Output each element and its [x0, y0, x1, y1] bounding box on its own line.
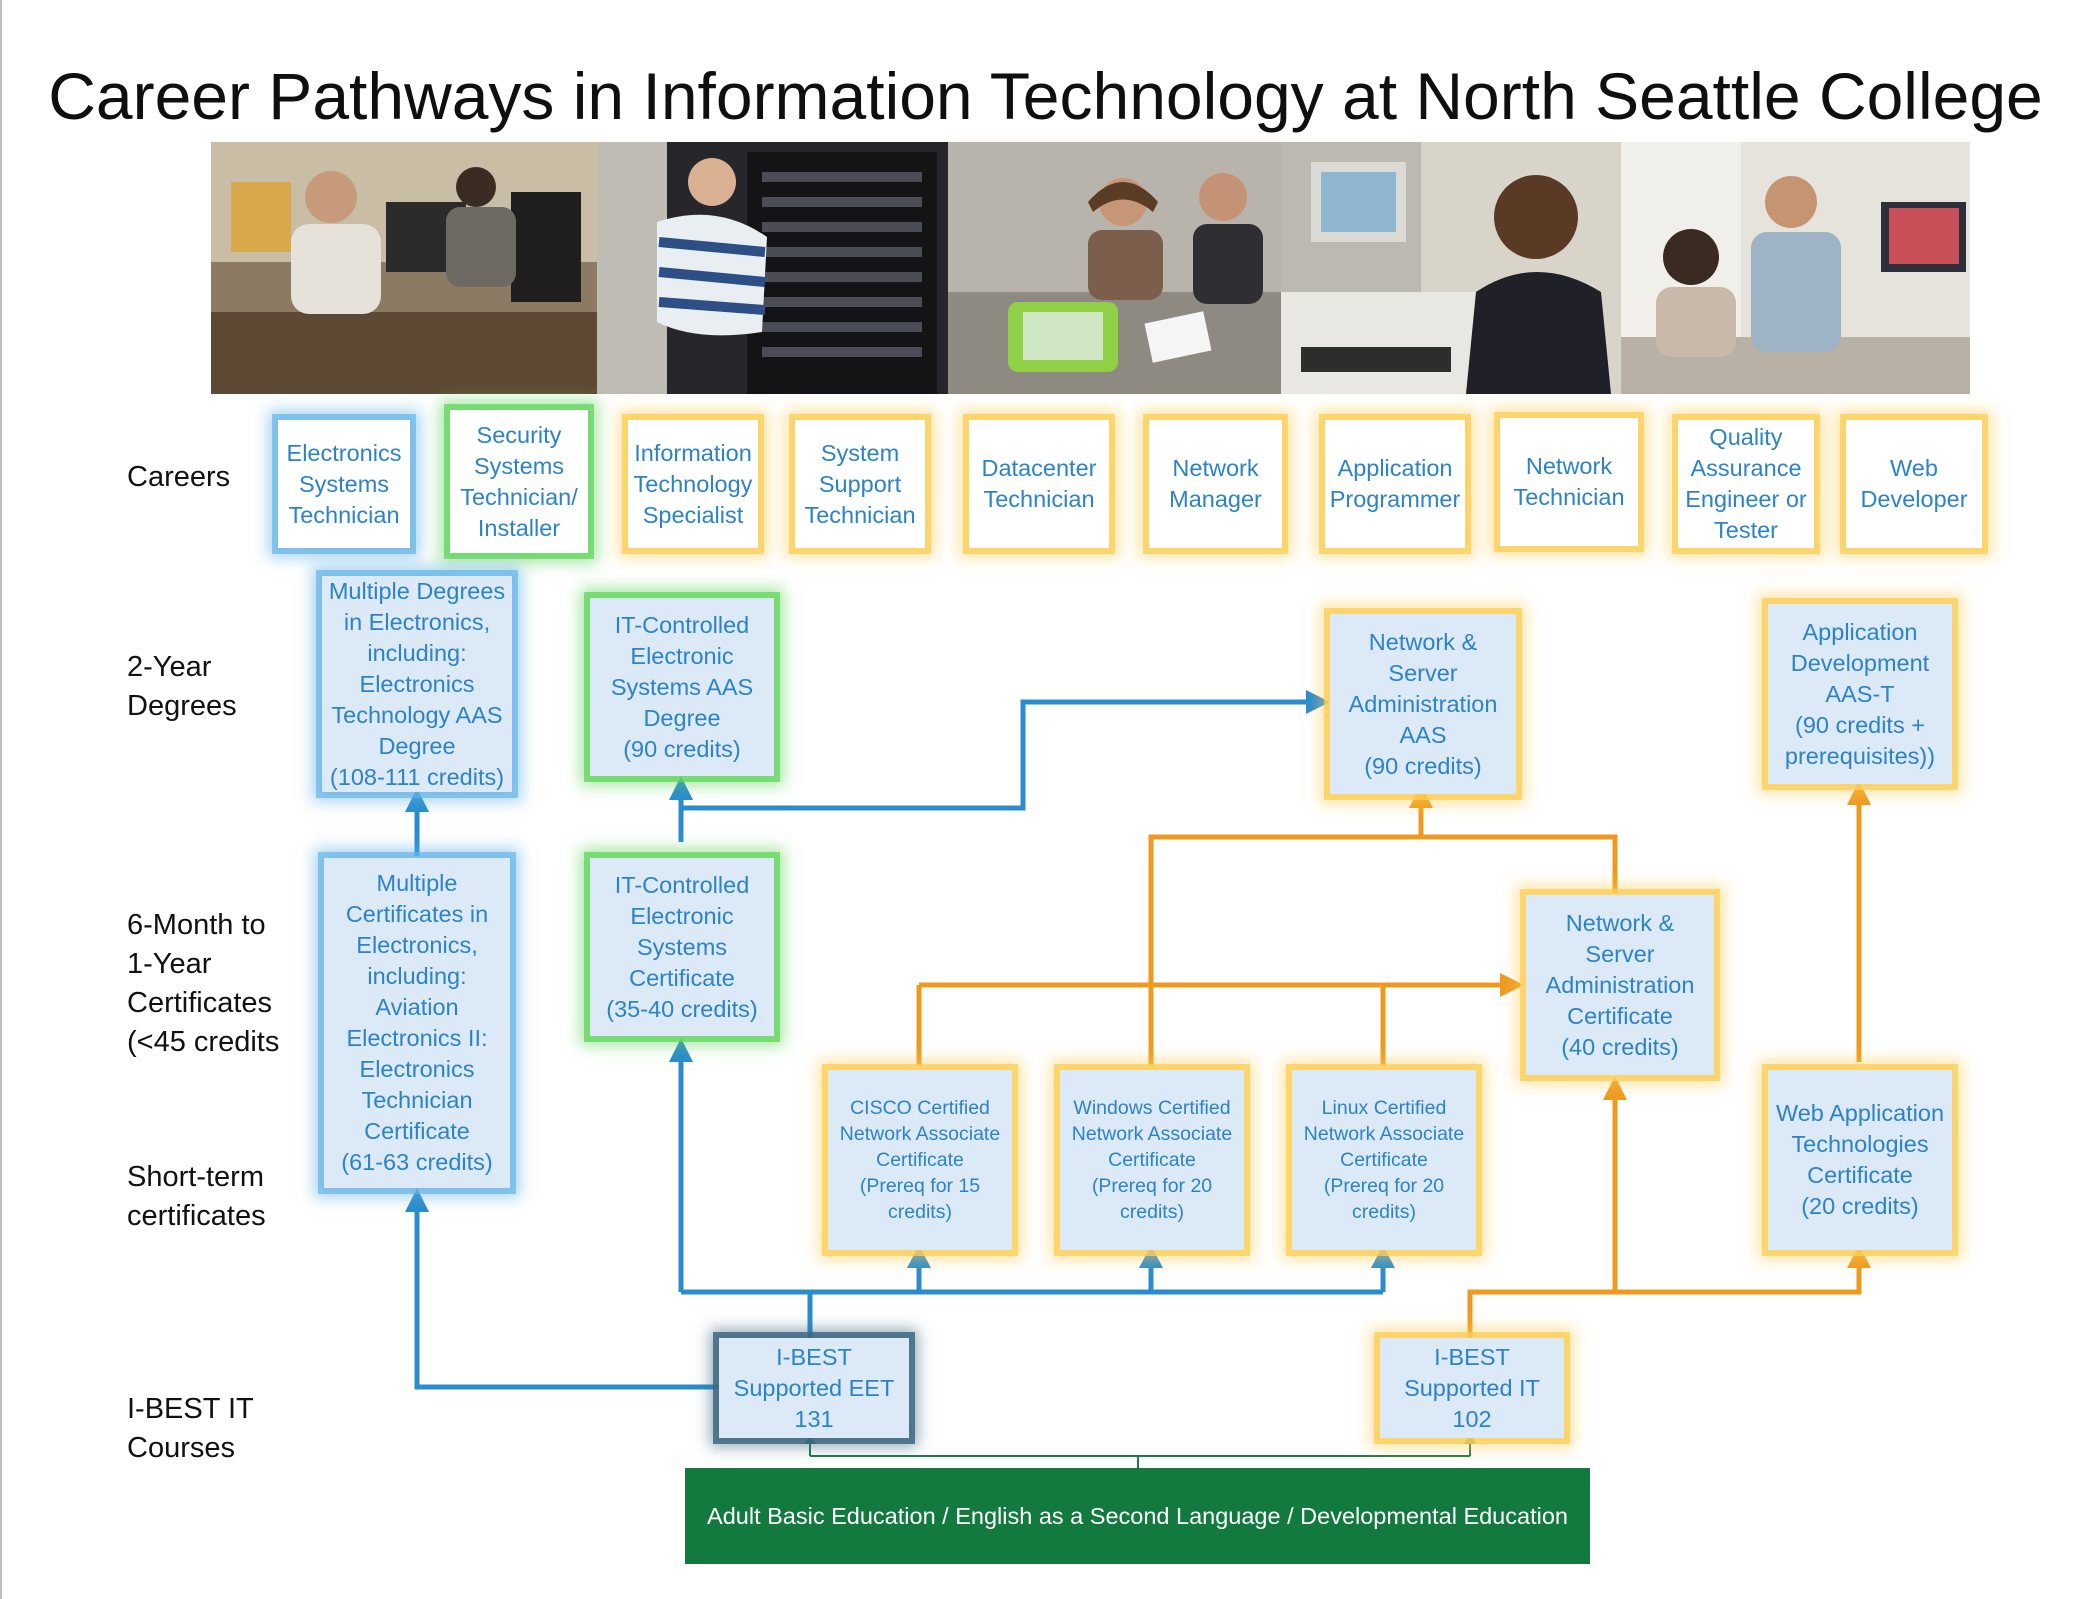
degree-it-controlled-electronic: IT-Controlled Electronic Systems AAS Deg…	[590, 598, 774, 776]
arrow-eet-to-electronics-cert	[414, 1212, 719, 1390]
short-term-linux: Linux Certified Network Associate Certif…	[1292, 1070, 1476, 1250]
students-with-laptop-photo	[948, 142, 1281, 394]
arrow-it-to-network-aas	[681, 699, 1310, 811]
career-application-programmer: Application Programmer	[1325, 420, 1465, 548]
career-it-specialist: Information Technology Specialist	[628, 420, 758, 548]
certificate-electronics: Multiple Certificates in Electronics, in…	[324, 858, 510, 1188]
short-term-web-application: Web Application Technologies Certificate…	[1768, 1070, 1952, 1250]
career-network-technician: Network Technician	[1500, 418, 1638, 546]
row-label-careers: Careers	[127, 461, 231, 493]
page-title: Career Pathways in Information Technolog…	[48, 59, 2043, 133]
arrow-orange-network-link	[1148, 834, 1618, 985]
career-network-manager: Network Manager	[1149, 420, 1282, 548]
career-web-developer: Web Developer	[1846, 420, 1982, 548]
certificate-network-server: Network & Server Administration Certific…	[1526, 895, 1714, 1075]
degree-network-server-aas: Network & Server Administration AAS (90 …	[1330, 614, 1516, 794]
team-at-monitor-photo	[1621, 142, 1970, 394]
row-label-degrees: 2-Year Degrees	[127, 651, 237, 722]
page-edge-rule	[0, 0, 2, 1599]
student-portrait-photo	[1281, 142, 1621, 394]
technician-server-rack-photo	[597, 142, 948, 394]
short-term-windows: Windows Certified Network Associate Cert…	[1060, 1070, 1244, 1250]
foundation-education-bar: Adult Basic Education / English as a Sec…	[685, 1468, 1590, 1564]
ibest-eet-131: I-BEST Supported EET 131	[719, 1338, 909, 1438]
row-label-ibest: I-BEST IT Courses	[127, 1393, 254, 1464]
career-system-support-technician: System Support Technician	[795, 420, 925, 548]
career-datacenter-technician: Datacenter Technician	[969, 420, 1109, 548]
degree-electronics: Multiple Degrees in Electronics, includi…	[322, 576, 512, 792]
row-label-short-term: Short-term certificates	[127, 1161, 266, 1232]
photo-strip	[211, 142, 1970, 394]
career-security-systems-technician: Security Systems Technician/ Installer	[450, 410, 588, 553]
degree-application-development: Application Development AAS-T (90 credit…	[1768, 604, 1952, 784]
career-electronics-systems-technician: Electronics Systems Technician	[278, 420, 410, 548]
students-at-computers-photo	[211, 142, 597, 394]
short-term-cisco: CISCO Certified Network Associate Certif…	[828, 1070, 1012, 1250]
career-qa-engineer: Quality Assurance Engineer or Tester	[1678, 420, 1814, 548]
ibest-it-102: I-BEST Supported IT 102	[1380, 1338, 1564, 1438]
row-label-certificates: 6-Month to 1-Year Certificates (<45 cred…	[127, 909, 280, 1058]
arrow-ibest-it-to-web	[1467, 1268, 1862, 1338]
certificate-it-controlled-electronic: IT-Controlled Electronic Systems Certifi…	[590, 858, 774, 1036]
